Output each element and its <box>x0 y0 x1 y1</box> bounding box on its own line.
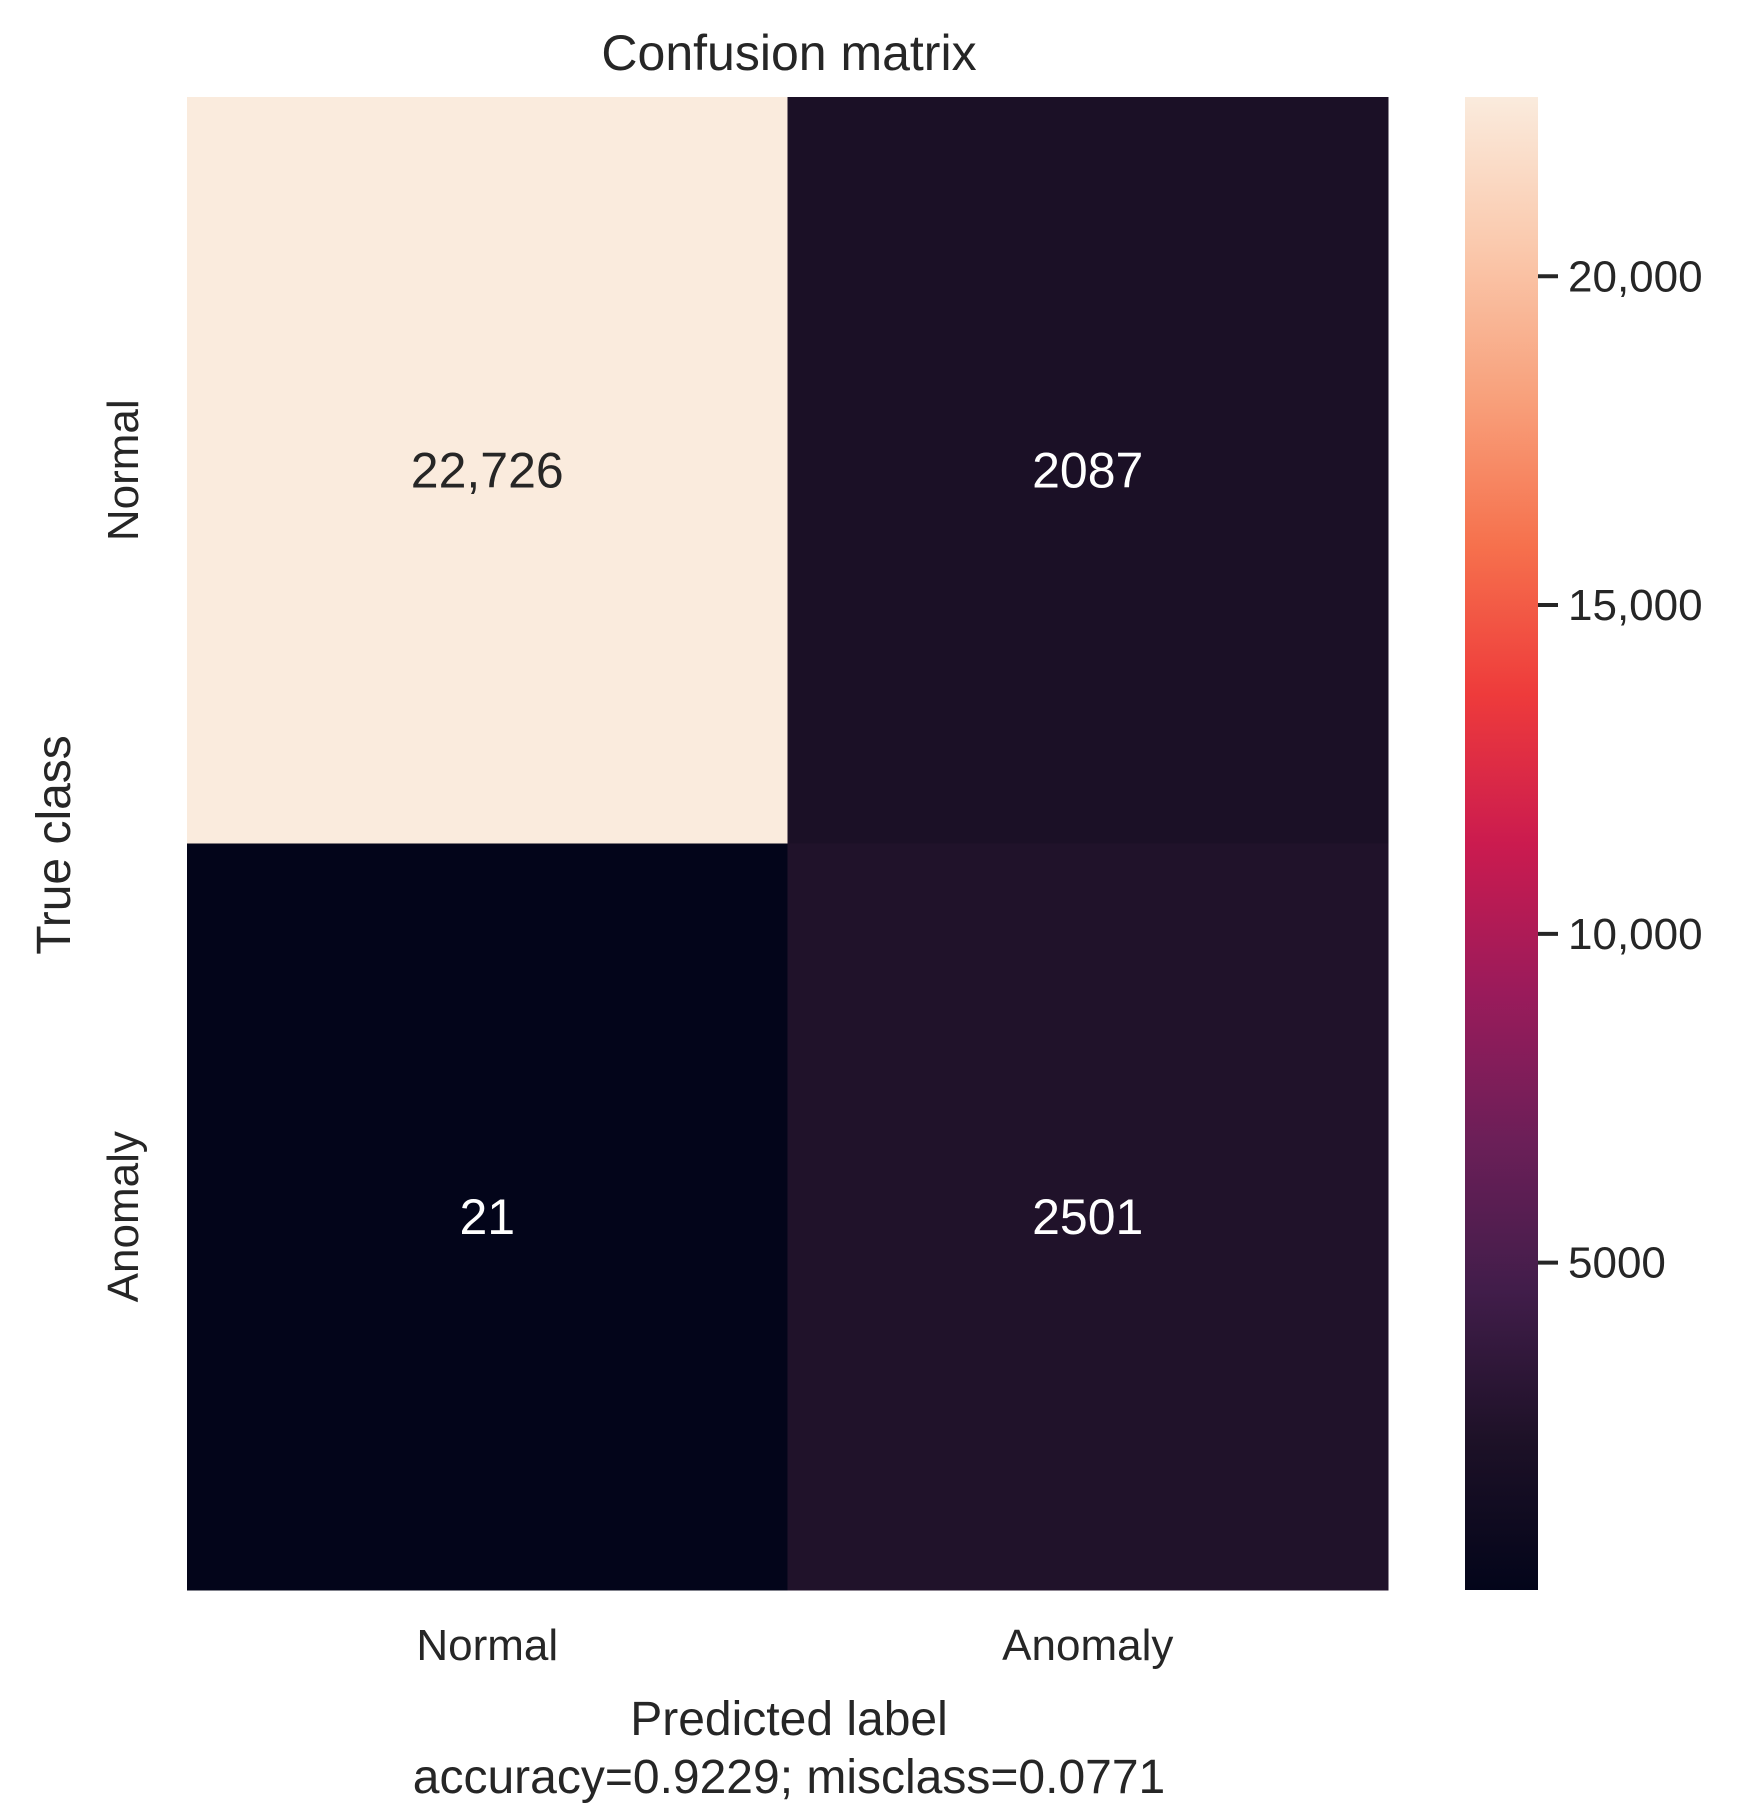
colorbar <box>1465 97 1538 1590</box>
y-tick-labels: Normal Anomaly <box>99 399 148 1302</box>
y-axis-label: True class <box>28 735 81 955</box>
colorbar-tick-label: 15,000 <box>1568 581 1703 630</box>
chart-title: Confusion matrix <box>601 25 976 81</box>
x-axis-label: Predicted label <box>630 1693 948 1746</box>
y-tick-label: Normal <box>99 399 148 541</box>
cell-value-label: 22,726 <box>411 442 564 498</box>
metrics-caption: accuracy=0.9229; misclass=0.0771 <box>413 1751 1165 1804</box>
colorbar-ticks: 5000 10,000 15,000 20,000 <box>1538 252 1703 1288</box>
x-tick-labels: Normal Anomaly <box>416 1621 1173 1670</box>
heatmap-cell-1-1 <box>787 843 1389 1591</box>
y-tick-label: Anomaly <box>99 1131 148 1302</box>
cell-value-label: 2501 <box>1032 1189 1143 1245</box>
x-tick-label: Normal <box>416 1621 558 1670</box>
heatmap-cell-1-0 <box>187 843 788 1591</box>
cell-value-label: 21 <box>459 1189 515 1245</box>
colorbar-tick-label: 20,000 <box>1568 252 1703 301</box>
heatmap-cell-0-1 <box>787 97 1389 844</box>
heatmap-cells <box>187 97 1389 1591</box>
cell-value-label: 2087 <box>1032 442 1143 498</box>
x-tick-label: Anomaly <box>1002 1621 1173 1670</box>
colorbar-tick-label: 5000 <box>1568 1239 1666 1288</box>
heatmap-cell-0-0 <box>187 97 788 844</box>
colorbar-tick-label: 10,000 <box>1568 910 1703 959</box>
heatmap-cell-labels: 22,726 2087 21 2501 <box>411 442 1144 1245</box>
